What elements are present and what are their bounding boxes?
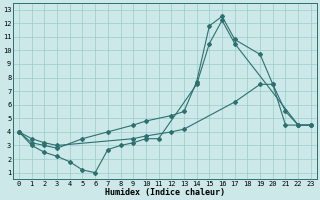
X-axis label: Humidex (Indice chaleur): Humidex (Indice chaleur)	[105, 188, 225, 197]
